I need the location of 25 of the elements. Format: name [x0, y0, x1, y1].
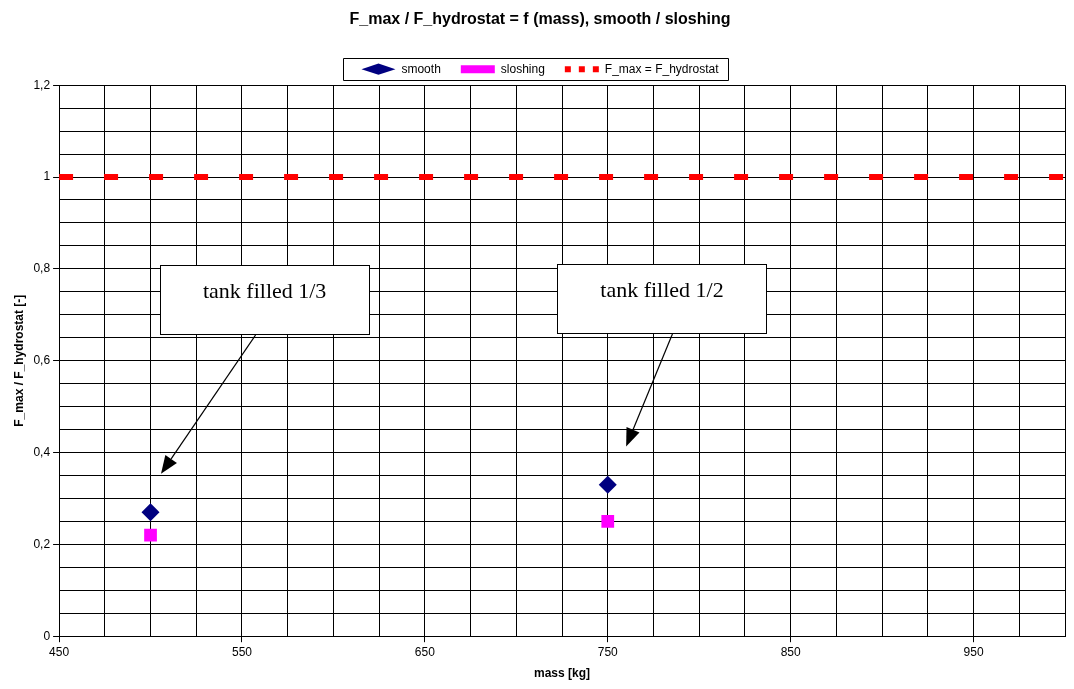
legend-label: F_max = F_hydrostat [604, 61, 720, 76]
y-tick-label: 0,2 [33, 536, 51, 551]
text-box: tank filled 1/2 [557, 264, 767, 335]
x-tick-label: 950 [963, 644, 984, 659]
x-tick-label: 650 [414, 644, 436, 659]
x-tick-label: 750 [597, 644, 619, 659]
chart-title: F_max / F_hydrostat = f (mass), smooth / sloshing [349, 10, 731, 28]
y-tick-label: 0,4 [33, 444, 51, 459]
legend-label: sloshing [500, 61, 545, 76]
point [144, 528, 157, 542]
point [598, 475, 617, 494]
y-tick-label: 1,2 [33, 77, 51, 92]
y-tick-label: 0,6 [33, 353, 51, 368]
y-tick-label: 1 [43, 169, 51, 184]
y-tick-label: 0,8 [33, 261, 51, 276]
x-tick-label: 850 [780, 644, 801, 659]
x-axis-title: mass [kg] [534, 666, 591, 681]
text-box: tank filled 1/3 [159, 265, 370, 336]
point [141, 503, 160, 522]
y-tick-label: 0 [43, 628, 51, 643]
y-axis-title: F_max / F_hydrostat [-] [11, 294, 26, 427]
x-tick-label: 450 [49, 644, 70, 659]
x-tick-label: 550 [231, 644, 253, 659]
point [601, 515, 615, 528]
legend-label: smooth [401, 61, 441, 76]
